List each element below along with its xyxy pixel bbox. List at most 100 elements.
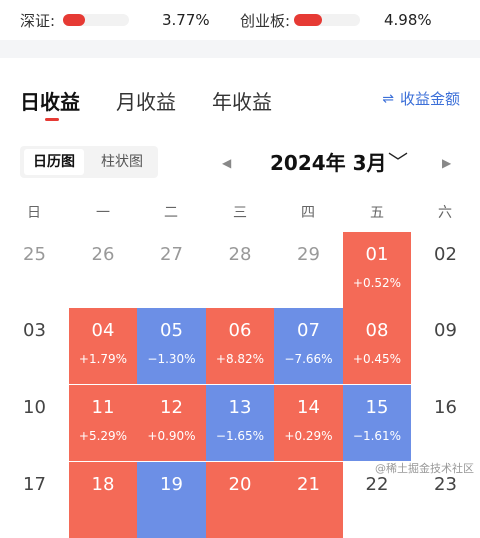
calendar-day-cell[interactable]: 08 +0.45%: [343, 308, 411, 384]
calendar-view-button[interactable]: 日历图: [24, 149, 84, 175]
daily-return: +0.52%: [352, 276, 402, 290]
day-number: 03: [23, 320, 46, 341]
index-name: 创业板:: [240, 11, 291, 30]
tab-monthly-returns[interactable]: 月收益: [116, 90, 176, 114]
weekday-label: 三: [233, 205, 247, 221]
day-number: 28: [228, 244, 252, 265]
return-amount-label: 收益金额: [399, 90, 460, 108]
previous-month-icon[interactable]: ◀: [222, 156, 232, 170]
daily-return: +0.45%: [352, 352, 402, 366]
daily-return: +0.90%: [147, 429, 196, 443]
index-progress-bar: [63, 14, 130, 26]
index-chinext: 创业板:: [240, 10, 361, 30]
weekday-label: 二: [164, 205, 178, 221]
index-progress-bar: [294, 14, 361, 26]
month-selector[interactable]: 2024年 3月: [270, 151, 387, 175]
calendar-day-cell[interactable]: 06 +8.82%: [206, 308, 274, 384]
calendar-day-cell[interactable]: 11 +5.29%: [69, 385, 137, 461]
index-name: 深证:: [20, 11, 56, 30]
calendar-day-cell[interactable]: 21: [274, 462, 343, 538]
watermark: @稀土掘金技术社区: [375, 462, 474, 475]
daily-return: +0.29%: [284, 429, 333, 443]
weekday-label: 日: [27, 205, 41, 221]
day-number: 29: [297, 244, 320, 265]
daily-return: −1.30%: [147, 352, 196, 366]
tab-yearly-returns[interactable]: 年收益: [212, 90, 272, 114]
day-number: 25: [23, 244, 46, 265]
calendar-day-cell[interactable]: 03: [0, 308, 69, 384]
calendar-day-cell[interactable]: 01 +0.52%: [343, 232, 411, 308]
weekday-label: 六: [438, 205, 452, 221]
calendar-day-cell[interactable]: 14 +0.29%: [274, 385, 343, 461]
day-number: 14: [297, 397, 320, 418]
day-number: 21: [297, 474, 320, 495]
day-number: 08: [365, 320, 389, 341]
calendar-day-cell[interactable]: 05 −1.30%: [137, 308, 206, 384]
daily-return: −1.65%: [215, 429, 265, 443]
calendar-day-cell[interactable]: 04 +1.79%: [69, 308, 137, 384]
day-number: 12: [160, 397, 183, 418]
index-progress-fill: [294, 14, 323, 26]
daily-return: +8.82%: [215, 352, 265, 366]
day-number: 17: [23, 474, 46, 495]
day-number: 13: [228, 397, 252, 418]
weekday-label: 五: [370, 205, 384, 221]
tab-daily-returns[interactable]: 日收益: [20, 90, 80, 114]
calendar-day-cell[interactable]: 25: [0, 232, 69, 308]
calendar-day-cell[interactable]: 28: [206, 232, 274, 308]
calendar-day-cell[interactable]: 16: [411, 385, 480, 461]
weekday-label: 一: [96, 205, 110, 221]
index-progress-fill: [63, 14, 86, 26]
calendar-day-cell[interactable]: 27: [137, 232, 206, 308]
day-number: 10: [23, 397, 46, 418]
calendar-day-cell[interactable]: 07 −7.66%: [274, 308, 343, 384]
day-number: 19: [160, 474, 183, 495]
daily-return: +5.29%: [78, 429, 128, 443]
day-number: 09: [434, 320, 457, 341]
day-number: 04: [91, 320, 115, 341]
day-number: 01: [365, 244, 389, 265]
calendar-day-cell[interactable]: 09: [411, 308, 480, 384]
weekday-label: 四: [301, 205, 315, 221]
view-mode-toggle: 日历图 柱状图: [20, 146, 158, 178]
calendar-day-cell[interactable]: 18: [69, 462, 137, 538]
calendar-day-cell[interactable]: 13 −1.65%: [206, 385, 274, 461]
chevron-down-icon[interactable]: ﹀: [388, 150, 408, 174]
day-number: 05: [160, 320, 183, 341]
next-month-icon[interactable]: ▶: [442, 156, 452, 170]
day-number: 27: [160, 244, 183, 265]
day-number: 22: [365, 474, 389, 495]
day-number: 16: [434, 397, 457, 418]
return-amount-toggle[interactable]: ⇌ 收益金额: [382, 88, 460, 109]
bar-view-button[interactable]: 柱状图: [101, 154, 143, 170]
calendar-day-cell[interactable]: 17: [0, 462, 69, 538]
daily-return: −7.66%: [284, 352, 333, 366]
index-shenzhen: 深证:: [20, 10, 130, 30]
day-number: 18: [91, 474, 115, 495]
swap-icon: ⇌: [382, 90, 394, 107]
day-number: 20: [228, 474, 252, 495]
index-summary-bar: 深证: 3.77% 创业板: 4.98%: [0, 0, 480, 40]
index-pct: 4.98%: [384, 11, 432, 29]
day-number: 26: [91, 244, 115, 265]
active-tab-indicator: [45, 118, 59, 121]
calendar-day-cell[interactable]: 26: [69, 232, 137, 308]
calendar-day-cell[interactable]: 29: [274, 232, 343, 308]
day-number: 15: [365, 397, 389, 418]
returns-panel: 日收益 月收益 年收益 ⇌ 收益金额 日历图 柱状图 ◀ 2024年 3月 ﹀ …: [0, 58, 480, 538]
calendar-day-cell[interactable]: 20: [206, 462, 274, 538]
calendar-day-cell[interactable]: 10: [0, 385, 69, 461]
index-pct: 3.77%: [162, 11, 210, 29]
day-number: 23: [434, 474, 457, 495]
calendar-day-cell[interactable]: 12 +0.90%: [137, 385, 206, 461]
day-number: 11: [91, 397, 115, 418]
calendar-day-cell[interactable]: 02: [411, 232, 480, 308]
day-number: 06: [228, 320, 252, 341]
calendar-day-cell[interactable]: 15 −1.61%: [343, 385, 411, 461]
daily-return: −1.61%: [352, 429, 402, 443]
daily-return: +1.79%: [78, 352, 128, 366]
section-gap: [0, 40, 480, 58]
calendar-day-cell[interactable]: 19: [137, 462, 206, 538]
day-number: 07: [297, 320, 320, 341]
day-number: 02: [434, 244, 457, 265]
